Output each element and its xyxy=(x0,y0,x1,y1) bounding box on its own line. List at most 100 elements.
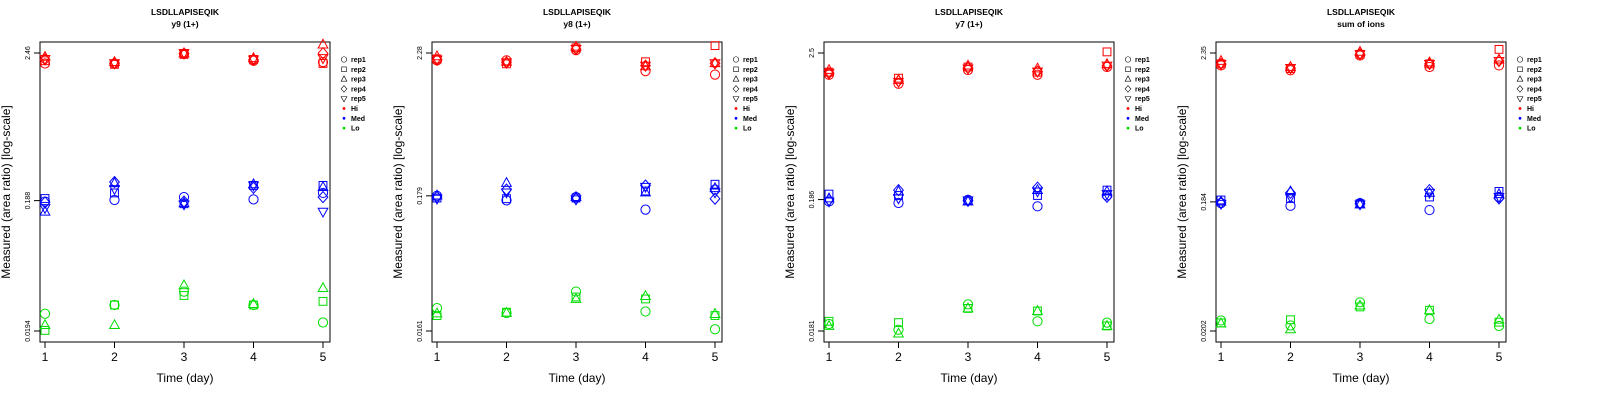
legend-label: rep4 xyxy=(1135,86,1150,93)
data-point-lo-rep1 xyxy=(431,303,443,314)
data-point-med-rep5 xyxy=(1284,193,1297,204)
x-tick-label: 2 xyxy=(1287,350,1294,364)
data-point-hi-rep5 xyxy=(317,54,329,65)
data-point-med-rep4 xyxy=(39,196,51,209)
legend-label: Hi xyxy=(1135,106,1142,113)
legend-label: rep1 xyxy=(351,57,366,64)
x-tick-label: 3 xyxy=(1357,350,1364,364)
legend-marker-rep2 xyxy=(1125,66,1131,72)
legend-marker-rep5 xyxy=(340,96,348,103)
data-point-hi-rep5 xyxy=(1354,50,1366,61)
data-point-hi-rep5 xyxy=(39,54,51,66)
legend-label: rep3 xyxy=(351,77,366,84)
data-point-lo-rep2 xyxy=(894,318,903,328)
x-tick-label: 1 xyxy=(1218,350,1225,364)
data-point-hi-rep5 xyxy=(639,61,652,72)
data-point-lo-rep2 xyxy=(110,300,119,310)
data-point-hi-rep5 xyxy=(892,77,905,89)
legend-label: Hi xyxy=(351,106,358,113)
data-point-med-rep5 xyxy=(1101,190,1113,201)
data-point-hi-rep3 xyxy=(823,63,835,74)
data-point-med-rep1 xyxy=(1424,204,1435,216)
data-point-med-rep5 xyxy=(1215,199,1227,211)
y-tick-label: 0.0194 xyxy=(25,320,32,342)
legend-label: Lo xyxy=(351,126,360,133)
data-point-med-rep3 xyxy=(39,205,51,216)
legend-label: rep3 xyxy=(743,77,758,84)
data-point-med-rep1 xyxy=(109,194,120,206)
x-axis-label: Time (day) xyxy=(157,371,214,385)
x-tick-label: 1 xyxy=(826,350,833,364)
y-tick-label: 2.35 xyxy=(1201,46,1208,60)
data-point-med-rep4 xyxy=(109,175,120,189)
data-point-hi-rep1 xyxy=(1493,60,1505,71)
y-tick-label: 0.188 xyxy=(25,192,32,210)
data-point-med-rep5 xyxy=(892,194,905,205)
legend-label: Lo xyxy=(1527,126,1536,133)
data-point-med-rep3 xyxy=(108,176,121,188)
y-tick-label: 2.28 xyxy=(417,46,424,60)
y-axis-label: Measured (area ratio) [log-scale] xyxy=(0,105,13,278)
data-point-hi-rep5 xyxy=(247,55,260,66)
data-point-lo-rep3 xyxy=(1423,303,1436,315)
data-point-med-rep3 xyxy=(247,177,260,189)
legend-label: rep4 xyxy=(1527,86,1542,93)
data-point-lo-rep1 xyxy=(109,299,120,311)
x-axis-label: Time (day) xyxy=(549,371,606,385)
chart-subtitle: y7 (1+) xyxy=(955,19,982,29)
legend-label: rep1 xyxy=(743,57,758,64)
data-point-hi-rep4 xyxy=(317,46,329,60)
x-tick-label: 2 xyxy=(111,350,118,364)
data-point-med-rep5 xyxy=(709,188,721,199)
data-point-lo-rep3 xyxy=(500,306,513,317)
legend-marker-med xyxy=(1518,116,1522,120)
data-point-lo-rep1 xyxy=(709,324,721,335)
chart-subtitle: y9 (1+) xyxy=(171,19,198,29)
data-point-hi-rep1 xyxy=(1032,69,1043,80)
legend-marker-hi xyxy=(1518,107,1522,110)
legend-label: rep3 xyxy=(1527,77,1542,84)
data-point-hi-rep3 xyxy=(317,38,329,49)
chart-title: LSDLLAPISEQIK xyxy=(151,7,220,17)
data-point-med-rep3 xyxy=(500,176,513,187)
data-point-hi-rep1 xyxy=(39,58,51,69)
legend-marker-rep3 xyxy=(1124,75,1132,82)
data-point-lo-rep1 xyxy=(1215,315,1227,326)
data-point-med-rep5 xyxy=(247,181,260,192)
legend-label: Hi xyxy=(1527,106,1534,113)
legend-marker-med xyxy=(734,116,738,120)
x-tick-label: 5 xyxy=(320,350,327,364)
legend-marker-rep4 xyxy=(340,85,348,93)
data-point-med-rep4 xyxy=(893,183,904,197)
legend-marker-rep5 xyxy=(1124,96,1132,103)
legend-marker-rep3 xyxy=(1516,75,1524,82)
legend-label: rep4 xyxy=(351,86,366,93)
data-point-hi-rep5 xyxy=(962,64,974,75)
legend-label: rep2 xyxy=(1135,67,1150,74)
legend-marker-rep4 xyxy=(1516,85,1524,93)
data-point-lo-rep1 xyxy=(178,286,190,297)
legend-marker-rep2 xyxy=(1517,66,1523,72)
x-axis-label: Time (day) xyxy=(1333,371,1390,385)
data-point-med-rep1 xyxy=(1032,201,1043,212)
data-point-hi-rep1 xyxy=(1424,61,1435,73)
chart-title: LSDLLAPISEQIK xyxy=(1327,7,1396,17)
data-point-hi-rep5 xyxy=(1215,59,1227,71)
data-point-med-rep2 xyxy=(1425,192,1434,202)
data-point-lo-rep3 xyxy=(247,297,260,309)
legend-marker-hi xyxy=(734,107,738,110)
data-point-med-rep2 xyxy=(40,194,50,203)
data-point-med-rep2 xyxy=(1494,187,1504,196)
data-point-lo-rep2 xyxy=(824,316,834,326)
data-point-med-rep1 xyxy=(893,197,904,209)
data-point-hi-rep2 xyxy=(1494,44,1504,54)
legend-marker-rep3 xyxy=(340,75,348,82)
legend-marker-lo xyxy=(1126,126,1130,130)
legend-label: rep5 xyxy=(1135,96,1150,103)
plot-frame xyxy=(823,41,1115,343)
x-tick-label: 5 xyxy=(1104,350,1111,364)
legend-label: rep2 xyxy=(1527,67,1542,74)
data-point-lo-rep1 xyxy=(1285,320,1296,331)
data-point-lo-rep1 xyxy=(39,308,51,319)
